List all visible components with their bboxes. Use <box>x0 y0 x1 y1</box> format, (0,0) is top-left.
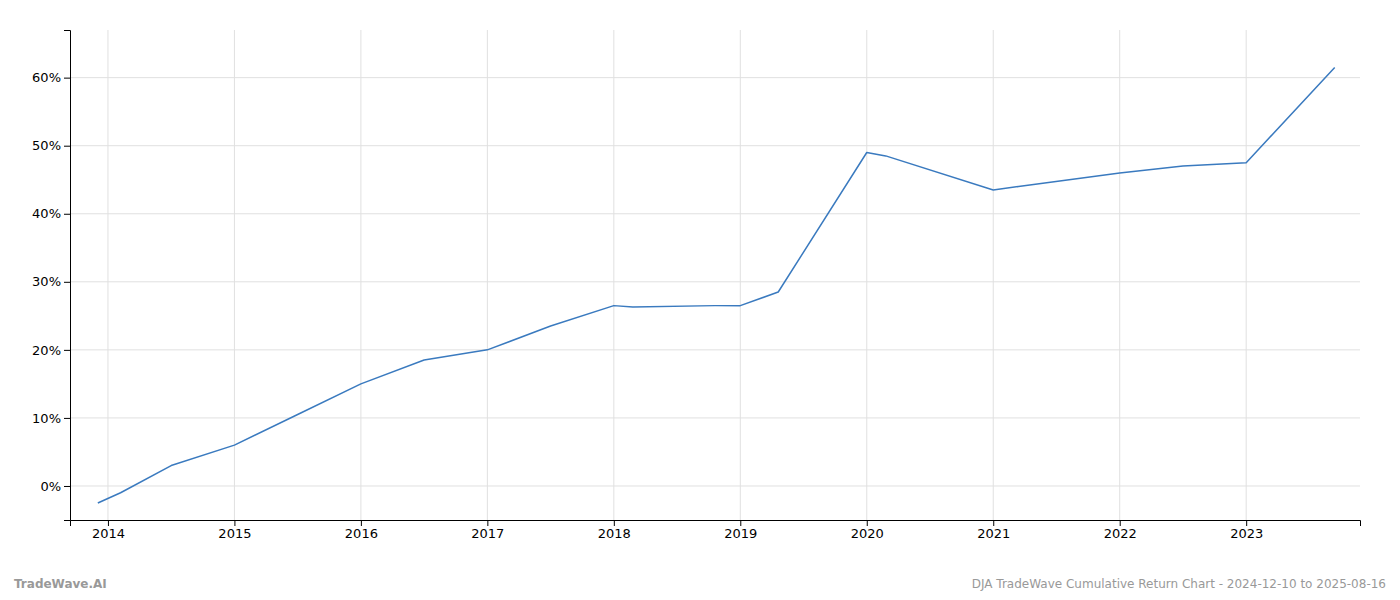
y-tick-mark <box>64 418 70 419</box>
x-tick: 2019 <box>724 520 757 541</box>
x-tick-label: 2019 <box>724 526 757 541</box>
x-axis-line <box>71 521 1361 527</box>
y-tick-mark <box>64 146 70 147</box>
y-tick-label: 0% <box>40 479 61 494</box>
x-tick-label: 2023 <box>1230 526 1263 541</box>
y-grid-line <box>70 417 1360 418</box>
annotation: DJA TradeWave Cumulative Return Chart - … <box>972 577 1386 591</box>
x-tick: 2014 <box>92 520 125 541</box>
y-tick: 10% <box>32 411 70 426</box>
y-tick: 0% <box>40 479 70 494</box>
x-tick: 2018 <box>598 520 631 541</box>
x-tick: 2023 <box>1230 520 1263 541</box>
y-tick-label: 60% <box>32 70 61 85</box>
x-tick-label: 2018 <box>598 526 631 541</box>
x-grid-line <box>107 30 108 520</box>
y-tick: 30% <box>32 274 70 289</box>
x-tick-mark <box>1120 520 1121 526</box>
y-grid-line <box>70 281 1360 282</box>
y-axis-line <box>64 31 71 521</box>
x-tick-label: 2016 <box>345 526 378 541</box>
y-tick-mark <box>64 282 70 283</box>
marks <box>98 67 1335 503</box>
x-tick-mark <box>740 520 741 526</box>
x-tick-label: 2017 <box>471 526 504 541</box>
x-tick-mark <box>867 520 868 526</box>
x-grid-line <box>1119 30 1120 520</box>
y-tick-label: 10% <box>32 411 61 426</box>
y-tick-mark <box>64 486 70 487</box>
x-tick: 2021 <box>977 520 1010 541</box>
y-tick-mark <box>64 214 70 215</box>
x-grid-line <box>360 30 361 520</box>
x-grid-line <box>234 30 235 520</box>
x-tick: 2016 <box>345 520 378 541</box>
x-tick-mark <box>361 520 362 526</box>
y-tick: 20% <box>32 343 70 358</box>
x-tick: 2015 <box>218 520 251 541</box>
x-grid-line <box>613 30 614 520</box>
annotation: TradeWave.AI <box>14 577 107 591</box>
x-tick-mark <box>993 520 994 526</box>
y-tick-label: 20% <box>32 343 61 358</box>
plot: 2014 2015 2016 2017 2018 2019 2020 2021 2022 2023… <box>32 30 1360 541</box>
y-tick: 50% <box>32 138 70 153</box>
y-grid-line <box>70 77 1360 78</box>
x-tick-label: 2022 <box>1104 526 1137 541</box>
x-tick: 2020 <box>851 520 884 541</box>
y-tick: 40% <box>32 206 70 221</box>
y-grid-line <box>70 485 1360 486</box>
x-tick-mark <box>487 520 488 526</box>
grid <box>70 30 1360 520</box>
x-grid-line <box>1246 30 1247 520</box>
x-tick-label: 2020 <box>851 526 884 541</box>
line <box>98 67 1335 503</box>
x-axis: 2014 2015 2016 2017 2018 2019 2020 2021 2022 2023 <box>71 520 1361 541</box>
x-grid-line <box>740 30 741 520</box>
y-tick-label: 30% <box>32 274 61 289</box>
x-tick-mark <box>1246 520 1247 526</box>
x-tick-mark <box>234 520 235 526</box>
x-tick-label: 2021 <box>977 526 1010 541</box>
y-grid-line <box>70 213 1360 214</box>
y-grid-line <box>70 349 1360 350</box>
x-grid-line <box>866 30 867 520</box>
y-tick-mark <box>64 78 70 79</box>
x-tick-mark <box>614 520 615 526</box>
x-tick-label: 2014 <box>92 526 125 541</box>
y-tick-label: 40% <box>32 206 61 221</box>
y-grid-line <box>70 145 1360 146</box>
x-tick: 2022 <box>1104 520 1137 541</box>
y-tick-mark <box>64 350 70 351</box>
y-axis: 0% 10% 20% 30% 40% 50% 60% <box>32 31 70 521</box>
x-grid-line <box>993 30 994 520</box>
y-tick: 60% <box>32 70 70 85</box>
x-tick-mark <box>108 520 109 526</box>
y-tick-label: 50% <box>32 138 61 153</box>
x-tick: 2017 <box>471 520 504 541</box>
x-tick-label: 2015 <box>218 526 251 541</box>
x-grid-line <box>487 30 488 520</box>
chart: 2014 2015 2016 2017 2018 2019 2020 2021 2022 2023… <box>0 0 1400 600</box>
